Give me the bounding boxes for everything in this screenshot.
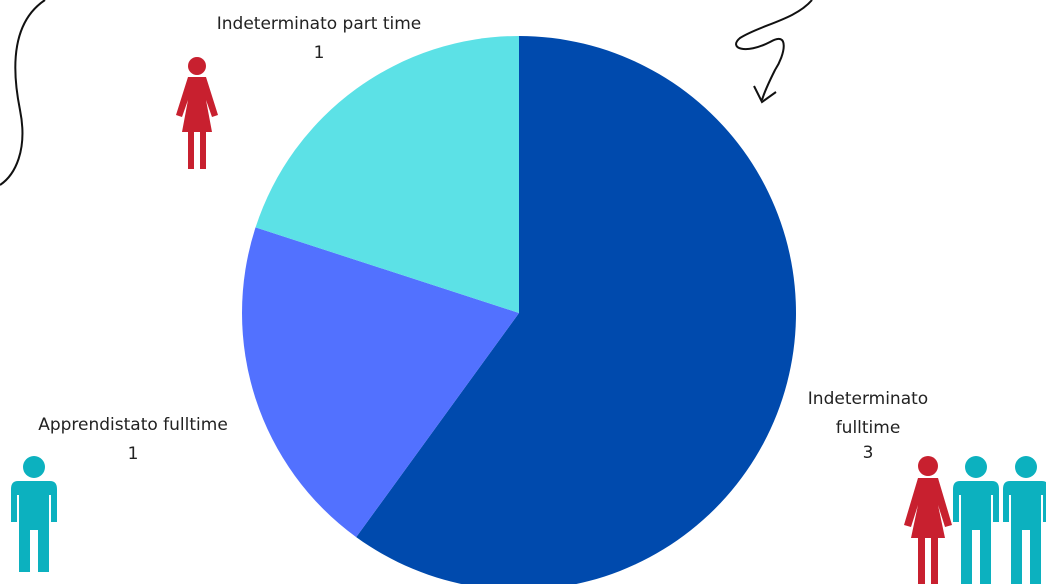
category-label: Indeterminato part time bbox=[216, 14, 422, 34]
slice-label: Indeterminato part time 1 bbox=[179, 10, 459, 68]
icon-male bbox=[953, 456, 999, 584]
icon-female bbox=[176, 57, 218, 169]
decoration-arrowhead bbox=[753, 85, 777, 104]
pie-slice bbox=[241, 227, 519, 538]
pie bbox=[241, 35, 796, 584]
icon-female bbox=[904, 456, 952, 584]
value-label: 1 bbox=[313, 43, 325, 63]
value-label: 3 bbox=[862, 443, 874, 463]
category-label: Apprendistato fulltime bbox=[38, 415, 228, 435]
pie-slice bbox=[255, 35, 519, 313]
category-label: Indeterminato fulltime bbox=[807, 389, 929, 438]
slice-label: Indeterminato fulltime 3 bbox=[788, 385, 948, 463]
icon-male bbox=[11, 456, 57, 572]
icon-male bbox=[1003, 456, 1046, 584]
pie-slice bbox=[356, 36, 796, 584]
value-label: 1 bbox=[127, 444, 139, 464]
decoration bbox=[0, 0, 46, 186]
decoration-arrow bbox=[735, 0, 813, 101]
slice-label: Apprendistato fulltime 1 bbox=[3, 411, 263, 469]
